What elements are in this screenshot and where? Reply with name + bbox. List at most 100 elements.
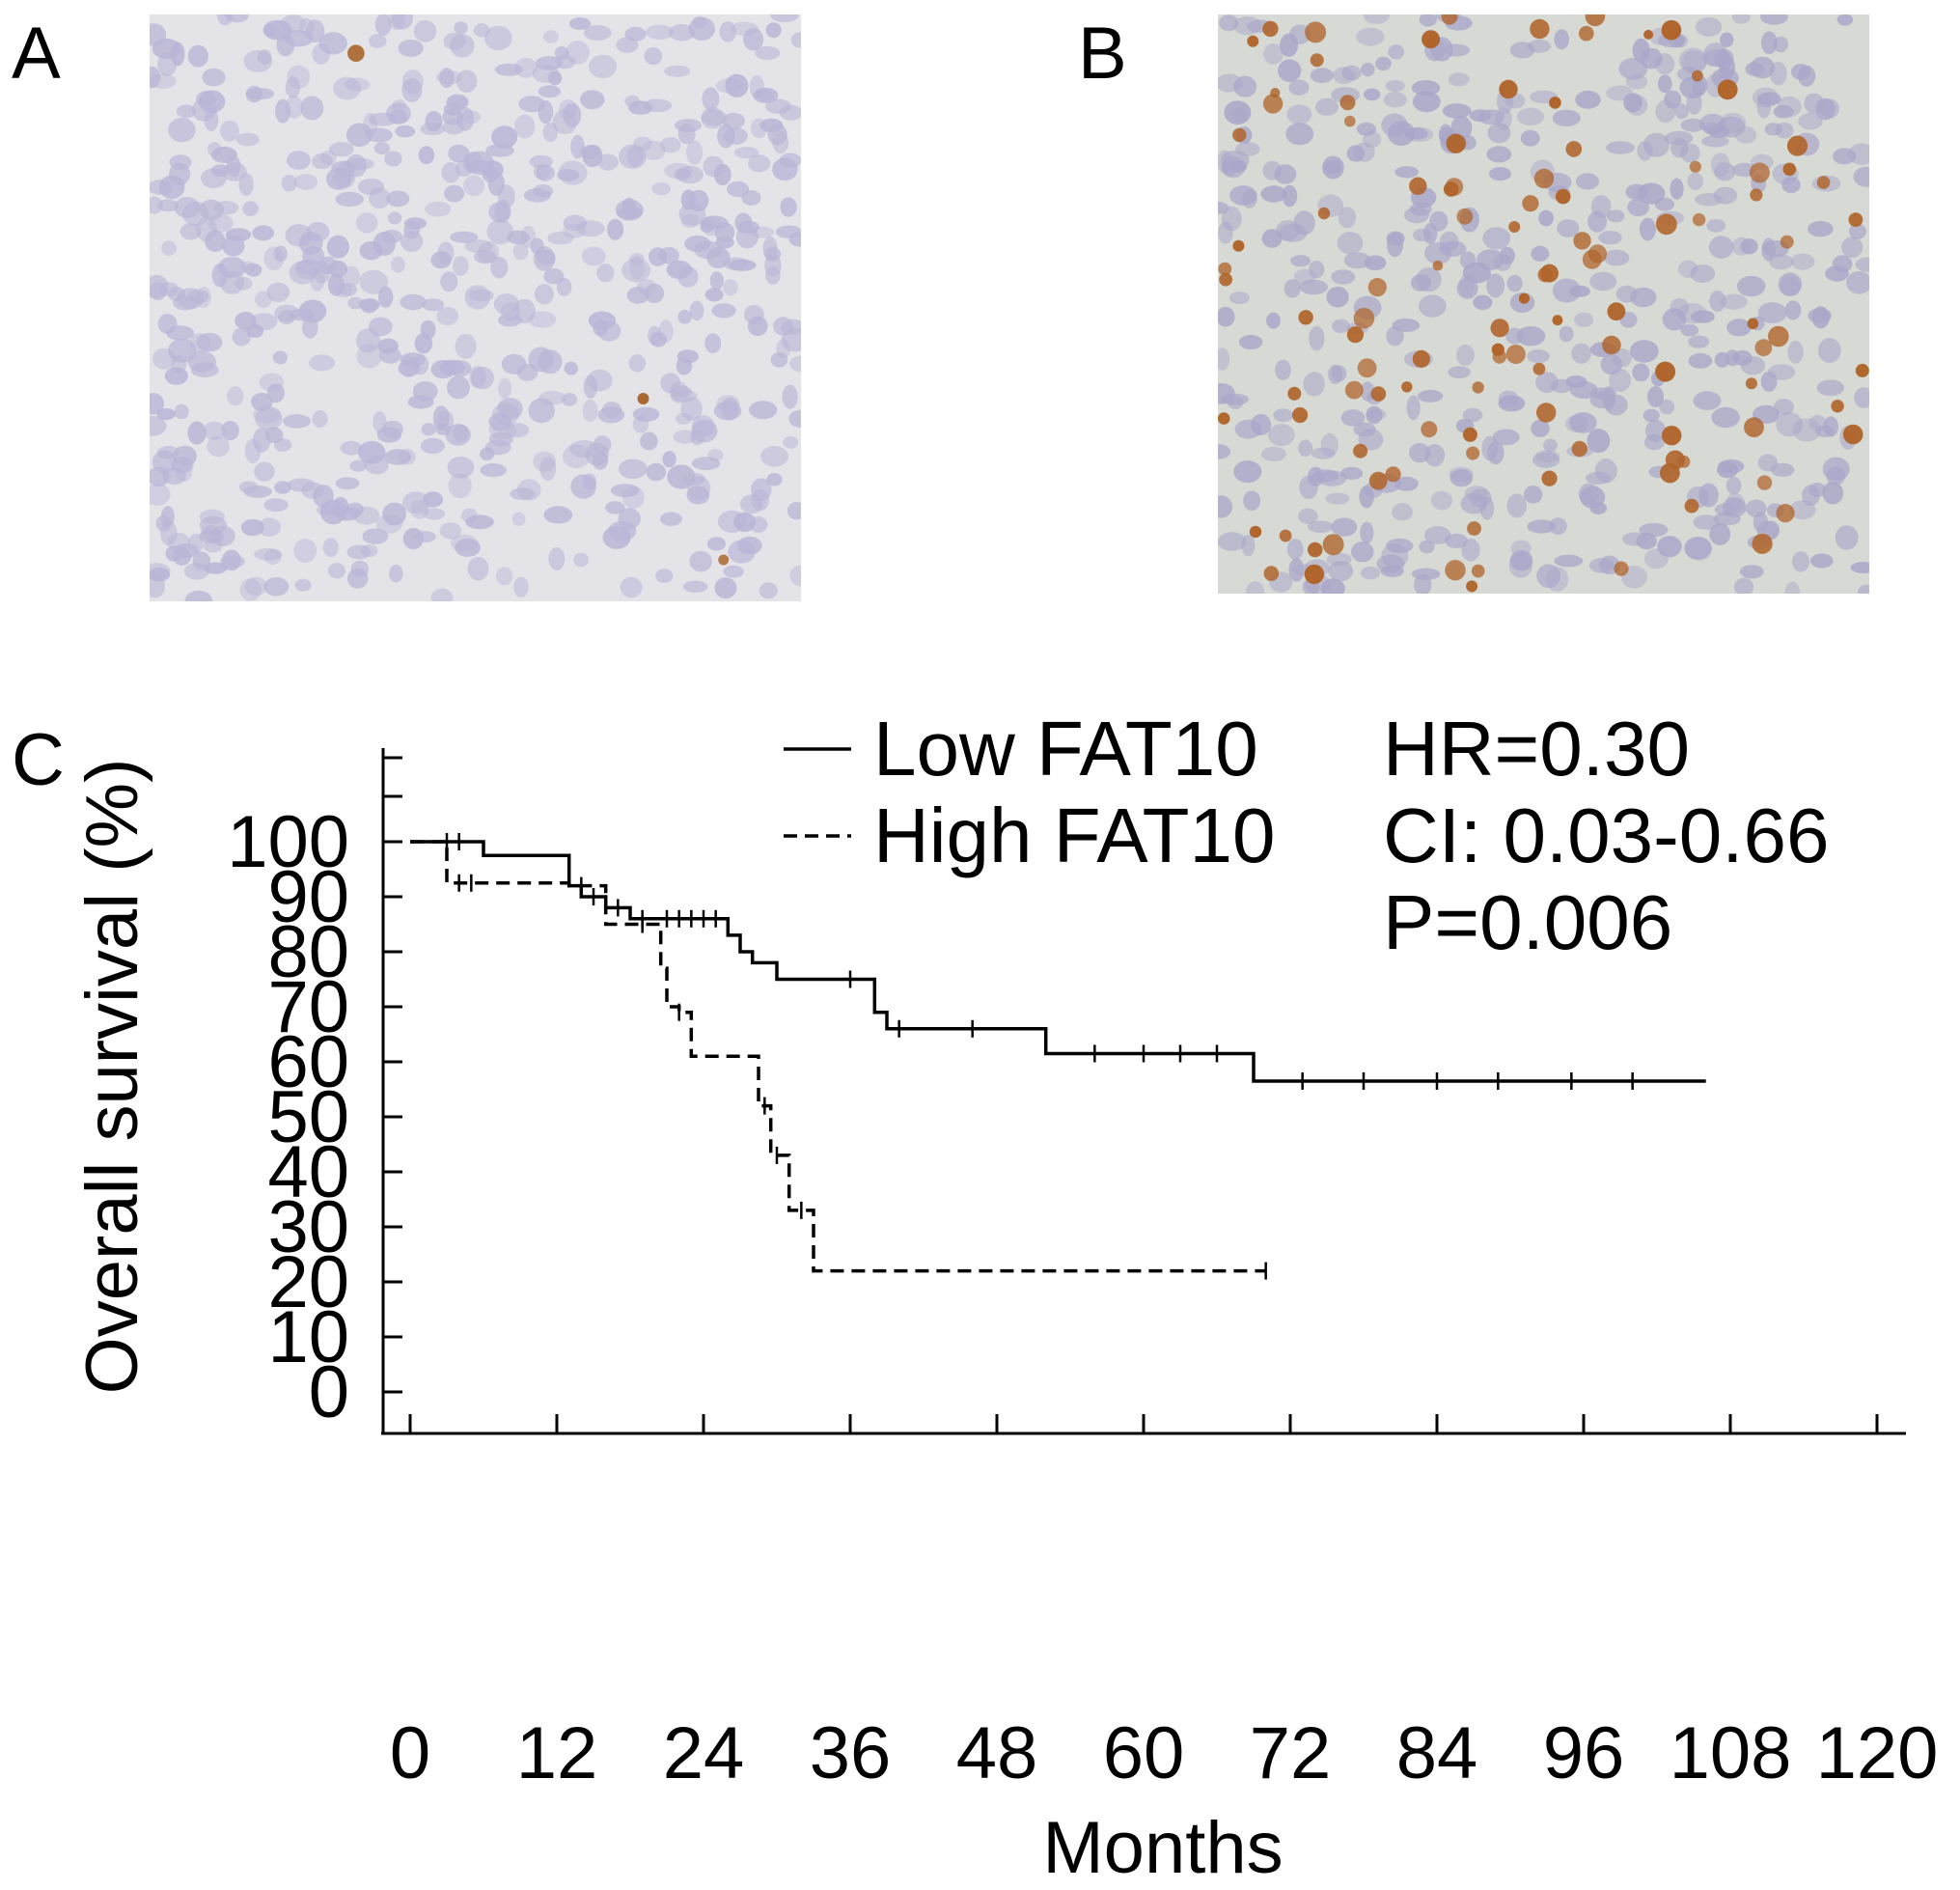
stained-cell xyxy=(1579,25,1594,42)
stained-cell xyxy=(1816,176,1831,189)
x-tick-label: 0 xyxy=(390,1712,430,1794)
cell-nucleus xyxy=(543,506,573,524)
cell-nucleus xyxy=(1404,207,1429,224)
cell-nucleus xyxy=(694,240,723,260)
cell-nucleus xyxy=(620,576,643,598)
stained-cell xyxy=(1508,221,1521,233)
cell-nucleus xyxy=(160,506,175,528)
cell-nucleus xyxy=(1639,217,1656,241)
cell-nucleus xyxy=(788,409,801,428)
cell-nucleus xyxy=(666,260,692,279)
stained-cell xyxy=(1353,307,1375,329)
cell-nucleus xyxy=(452,256,469,276)
cell-nucleus xyxy=(495,567,513,586)
cell-nucleus xyxy=(542,122,559,142)
cell-nucleus xyxy=(1293,210,1315,236)
cell-nucleus xyxy=(1429,210,1449,232)
cell-nucleus xyxy=(1228,292,1250,305)
cell-nucleus xyxy=(644,283,665,304)
cell-nucleus xyxy=(528,347,554,373)
cell-nucleus xyxy=(514,57,538,78)
cell-nucleus xyxy=(285,95,304,119)
cell-nucleus xyxy=(723,127,748,145)
cell-nucleus xyxy=(776,339,791,359)
cell-nucleus xyxy=(1657,536,1682,558)
cell-nucleus xyxy=(1701,135,1729,148)
stained-cell xyxy=(1346,326,1364,344)
cell-nucleus xyxy=(563,102,582,127)
cell-nucleus xyxy=(442,108,463,125)
cell-nucleus xyxy=(1416,267,1442,292)
cell-nucleus xyxy=(363,112,377,138)
cell-nucleus xyxy=(490,256,509,279)
cell-nucleus xyxy=(581,246,606,266)
cell-nucleus xyxy=(530,237,544,255)
cell-nucleus xyxy=(450,33,475,58)
cell-nucleus xyxy=(152,347,176,370)
cell-nucleus xyxy=(285,224,313,247)
cell-nucleus xyxy=(570,134,585,159)
cell-nucleus xyxy=(1506,274,1523,292)
cell-nucleus xyxy=(1218,444,1231,459)
stained-cell xyxy=(1744,417,1764,438)
cell-nucleus xyxy=(1228,396,1244,409)
stained-cell xyxy=(1540,264,1559,283)
cell-nucleus xyxy=(1848,223,1867,239)
cell-nucleus xyxy=(1647,386,1664,407)
cell-nucleus xyxy=(1340,409,1366,427)
stained-cell xyxy=(1370,386,1387,402)
cell-nucleus xyxy=(624,95,640,108)
cell-nucleus xyxy=(1278,59,1302,82)
cell-nucleus xyxy=(790,32,801,48)
cell-nucleus xyxy=(174,197,201,218)
cell-nucleus xyxy=(468,289,494,302)
cell-nucleus xyxy=(1798,65,1816,87)
cell-nucleus xyxy=(1360,521,1374,544)
cell-nucleus xyxy=(1554,554,1584,568)
cell-nucleus xyxy=(1233,75,1257,97)
cell-nucleus xyxy=(199,199,224,221)
cell-nucleus xyxy=(327,563,346,579)
cell-nucleus xyxy=(161,240,178,256)
stained-cell xyxy=(1541,470,1558,486)
y-tick-label: 0 xyxy=(309,1351,349,1433)
cell-nucleus xyxy=(1536,564,1560,588)
cell-nucleus xyxy=(1722,497,1747,517)
cell-nucleus xyxy=(1790,253,1815,270)
cell-nucleus xyxy=(1606,141,1635,154)
cell-nucleus xyxy=(787,502,801,520)
stained-cell xyxy=(1445,560,1466,581)
cell-nucleus xyxy=(532,64,560,83)
cell-nucleus xyxy=(1760,31,1778,55)
cell-nucleus xyxy=(358,440,386,464)
cell-nucleus xyxy=(402,527,424,550)
cell-nucleus xyxy=(448,360,472,377)
cell-nucleus xyxy=(1853,166,1869,187)
stained-cell xyxy=(1749,162,1770,183)
cell-nucleus xyxy=(204,108,219,131)
cell-nucleus xyxy=(484,439,511,456)
cell-nucleus xyxy=(1332,319,1351,334)
cell-nucleus xyxy=(235,132,260,147)
cell-nucleus xyxy=(1678,47,1708,73)
cell-nucleus xyxy=(660,137,681,153)
stained-cell xyxy=(1232,127,1247,143)
cell-nucleus xyxy=(464,239,493,253)
cell-nucleus xyxy=(412,381,438,402)
cell-nucleus xyxy=(1632,363,1650,382)
cell-nucleus xyxy=(245,88,275,100)
micrograph-b-image xyxy=(1218,14,1869,594)
y-tick-label: 90 xyxy=(267,856,349,938)
stained-cell xyxy=(1218,412,1230,425)
cell-nucleus xyxy=(1769,254,1794,270)
cell-nucleus xyxy=(1670,137,1689,158)
cell-nucleus xyxy=(1709,522,1731,545)
cell-nucleus xyxy=(1532,452,1560,468)
stained-cell xyxy=(1518,292,1530,304)
cell-nucleus xyxy=(1510,540,1532,557)
cell-nucleus xyxy=(1386,538,1414,554)
cell-nucleus xyxy=(331,160,358,175)
cell-nucleus xyxy=(150,282,167,301)
cell-nucleus xyxy=(440,271,458,292)
cell-nucleus xyxy=(1552,278,1581,303)
